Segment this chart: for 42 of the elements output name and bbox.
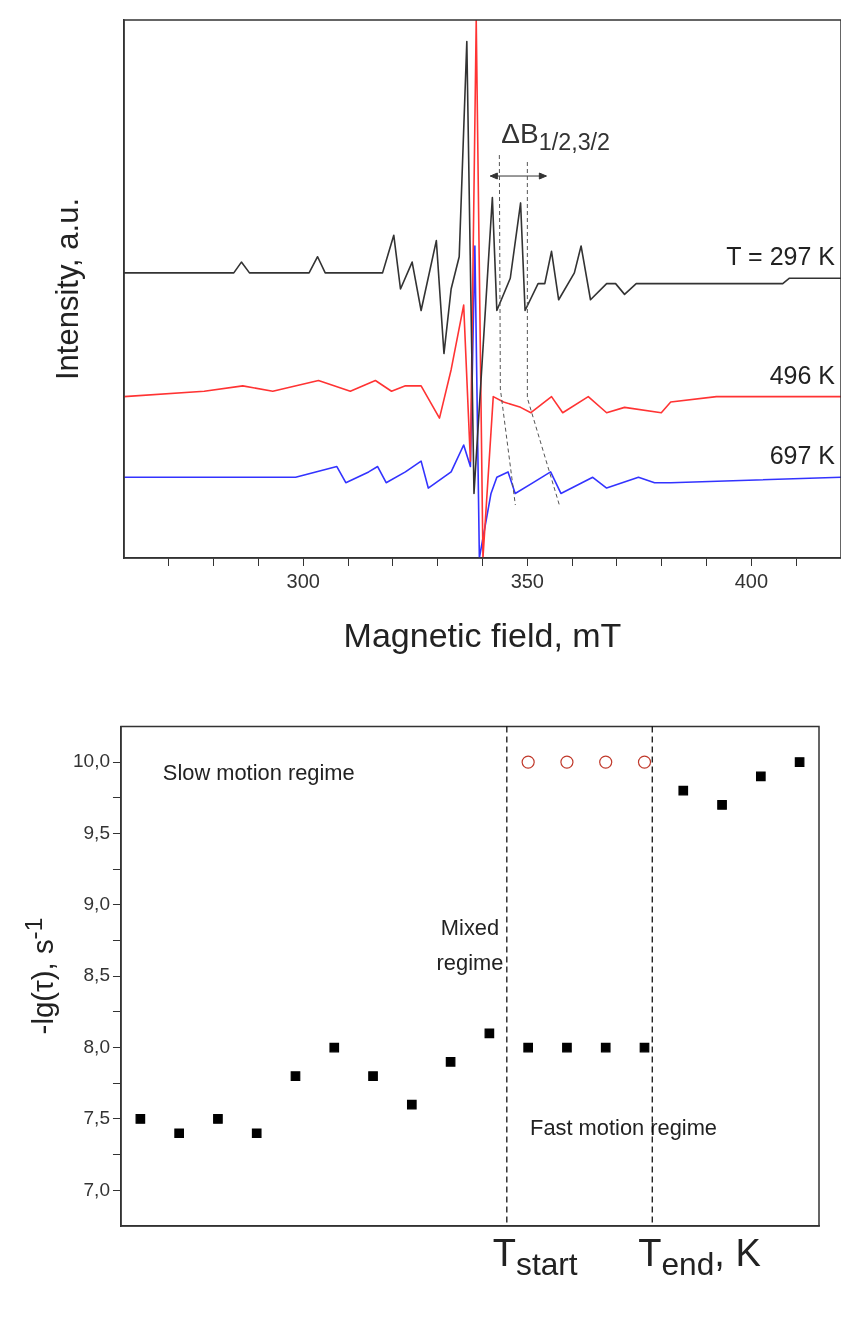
annotation: ΔB$_{1/2,3/2}$ (501, 118, 611, 156)
point (484, 1028, 495, 1039)
series-label: T = 297 K (726, 242, 835, 272)
point (213, 1114, 223, 1124)
y-tick-label: 9,0 (83, 893, 110, 915)
point (599, 755, 613, 769)
point (135, 1114, 146, 1124)
point (560, 755, 574, 769)
x-tick-label: 400 (734, 570, 769, 593)
annotation: Fast motion regime (529, 1114, 718, 1143)
annotation: Slow motion regime (162, 759, 356, 788)
y-tick-label: 9,5 (83, 821, 110, 843)
point (445, 1057, 456, 1067)
y-tick-label: 8,5 (83, 964, 110, 986)
y-tick-label: 8,0 (83, 1035, 110, 1057)
series-label: 697 K (769, 441, 835, 471)
annotation: Mixed regime (435, 914, 505, 978)
point (562, 1042, 572, 1053)
point (521, 755, 535, 769)
point (794, 757, 805, 767)
point (678, 785, 689, 796)
x-tick-label: 350 (510, 570, 544, 593)
x-tick-label: 300 (286, 570, 320, 593)
point (406, 1099, 417, 1110)
point (251, 1128, 262, 1139)
text: T$_{start}$ (492, 1232, 578, 1283)
point (329, 1042, 340, 1053)
text: T$_{end}$, K (638, 1232, 761, 1283)
point (637, 755, 652, 769)
point (290, 1071, 301, 1081)
series-label: 496 K (769, 360, 835, 390)
x-axis-title: Magnetic field, mT (343, 616, 622, 655)
y-tick-label: 7,0 (83, 1178, 110, 1200)
point (523, 1042, 533, 1053)
y-axis-title: Intensity, a.u. (50, 197, 86, 381)
point (368, 1071, 378, 1081)
point (600, 1042, 611, 1053)
y-tick-label: 10,0 (73, 750, 110, 772)
point (717, 800, 727, 810)
point (755, 771, 766, 782)
point (174, 1128, 184, 1139)
y-tick-label: 7,5 (83, 1107, 110, 1129)
